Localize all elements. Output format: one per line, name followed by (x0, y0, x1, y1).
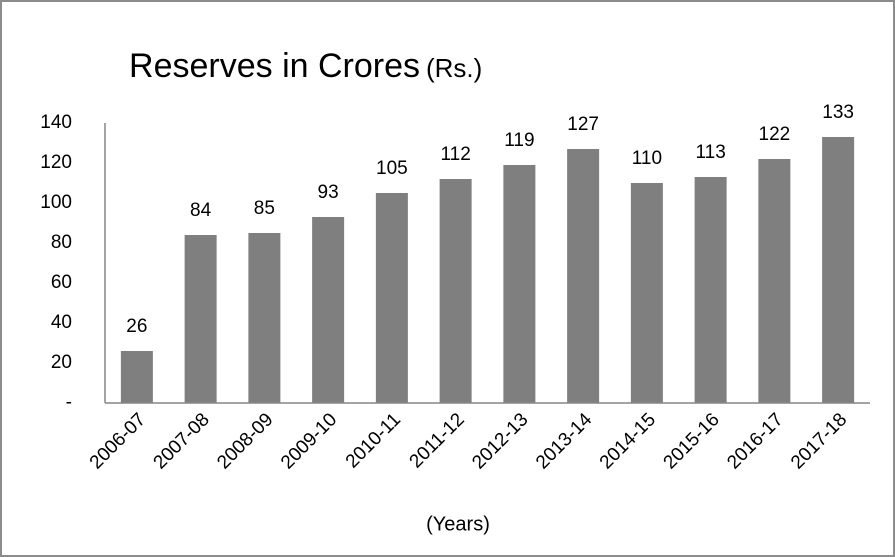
bar (630, 183, 663, 403)
bar (312, 217, 345, 403)
chart-title-unit: (Rs.) (426, 53, 482, 83)
data-label: 93 (318, 182, 339, 203)
data-label: 112 (440, 144, 470, 165)
bar (758, 159, 791, 403)
y-tick-label: 100 (40, 192, 72, 213)
data-label: 85 (254, 198, 275, 219)
y-tick-label: 120 (40, 152, 72, 173)
y-tick-label: 60 (51, 272, 72, 293)
bar (439, 179, 472, 403)
bar (503, 165, 536, 403)
y-tick-label: 80 (51, 232, 72, 253)
bar (184, 235, 217, 403)
bar (567, 149, 600, 403)
chart-title: Reserves in Crores (129, 47, 420, 85)
data-label: 105 (376, 158, 408, 179)
bar (248, 233, 281, 403)
y-tick-label: 40 (51, 312, 72, 333)
data-label: 26 (126, 316, 147, 337)
bar (822, 137, 855, 403)
data-label: 133 (822, 102, 854, 123)
y-tick-label: - (66, 392, 72, 413)
data-label: 110 (632, 148, 662, 169)
x-axis-label: (Years) (426, 513, 490, 535)
data-label: 119 (504, 130, 534, 151)
bar (694, 177, 727, 403)
bar (120, 351, 153, 403)
data-label: 127 (567, 114, 599, 135)
data-label: 122 (759, 124, 791, 145)
y-tick-label: 140 (40, 112, 72, 133)
data-label: 113 (695, 142, 725, 163)
data-label: 84 (190, 200, 212, 221)
bar (375, 193, 408, 403)
y-tick-label: 20 (51, 352, 72, 373)
